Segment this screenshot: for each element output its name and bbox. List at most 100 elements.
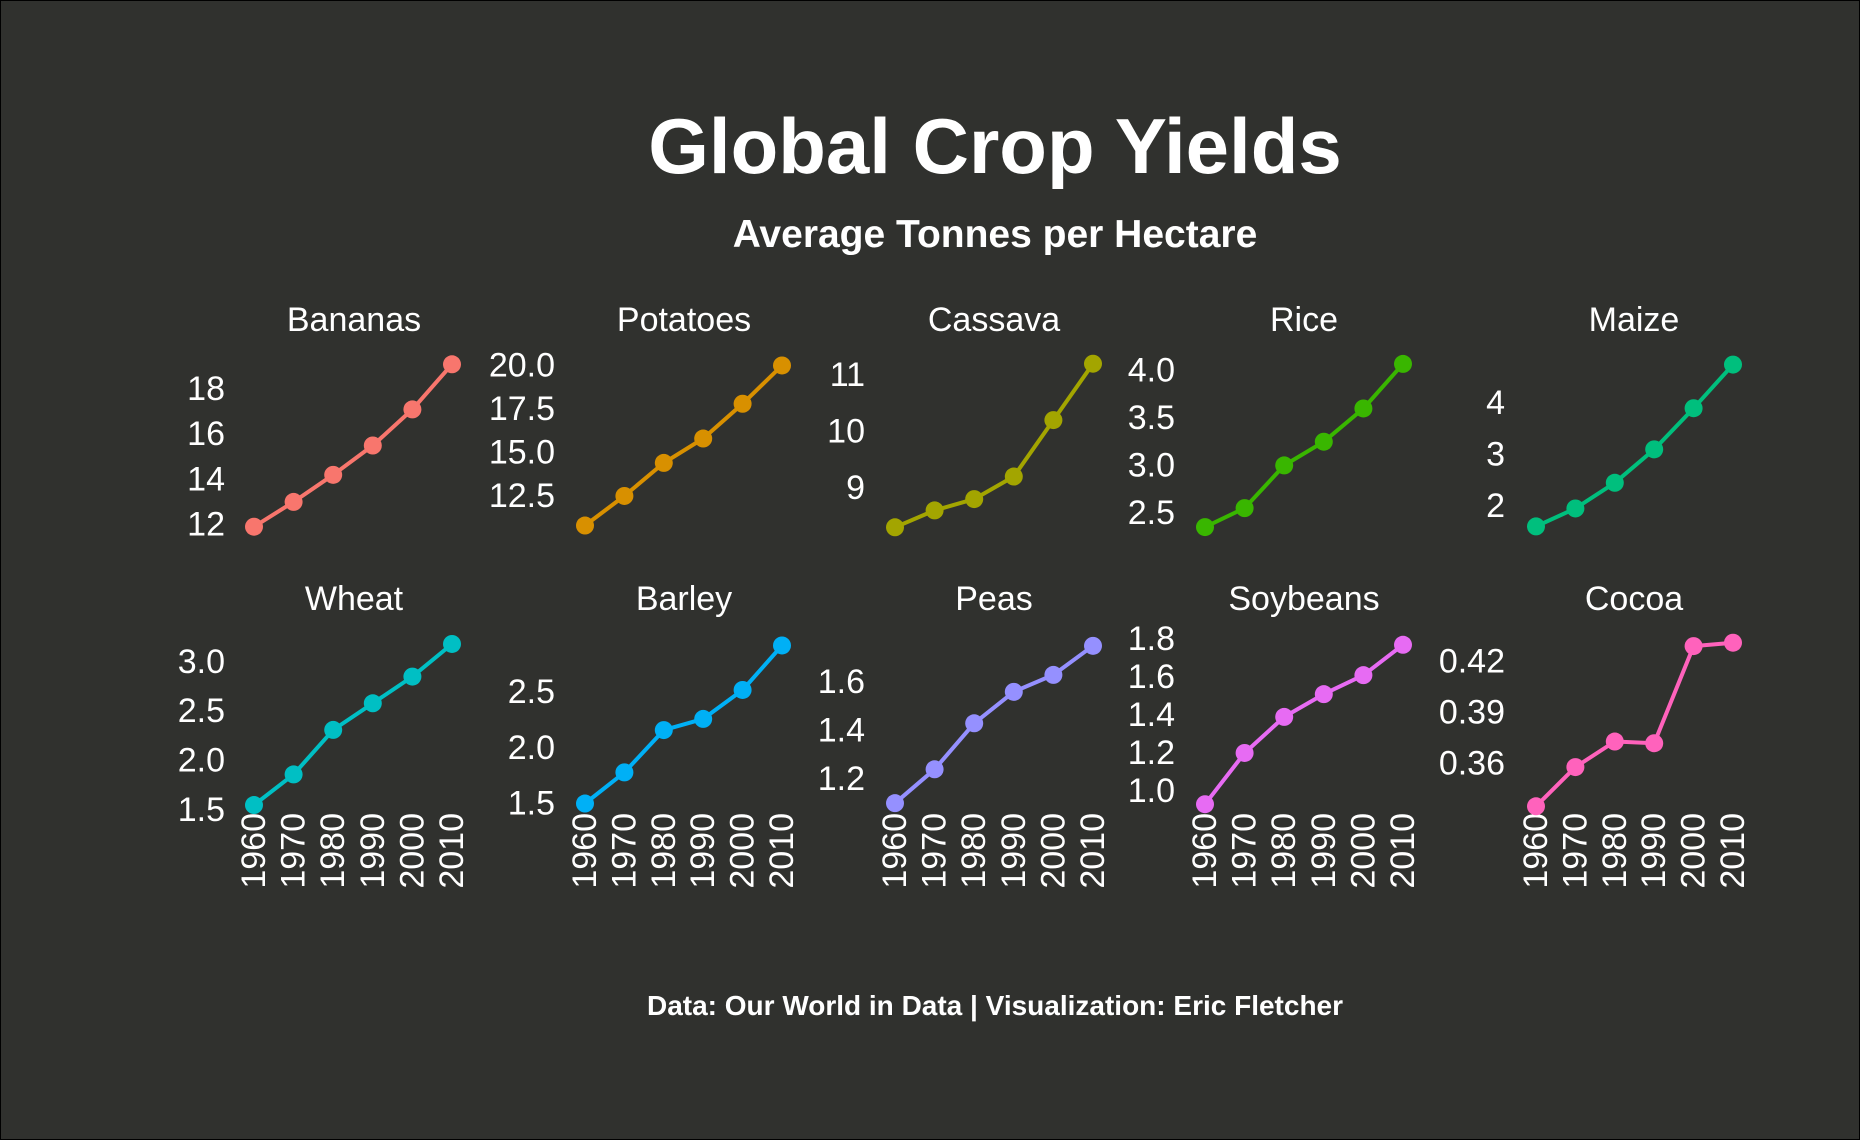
data-point (1527, 797, 1545, 816)
panel-title-wheat: Wheat (305, 580, 404, 618)
y-tick-label: 10 (827, 412, 865, 450)
series-line-rice (1204, 362, 1405, 529)
data-point (1235, 499, 1254, 518)
data-point (1724, 355, 1742, 374)
data-point (654, 721, 673, 740)
panel-title-soybeans: Soybeans (1228, 580, 1379, 618)
panel-title-cocoa: Cocoa (1585, 580, 1683, 618)
x-tick-label: 2000 (393, 813, 431, 889)
data-point (284, 765, 303, 784)
y-tick-label: 16 (187, 415, 225, 453)
data-point (576, 516, 594, 535)
y-tick-label: 11 (830, 356, 865, 394)
y-tick-label: 1.2 (1128, 734, 1175, 772)
y-tick-label: 1.4 (1128, 696, 1175, 734)
data-point (1196, 795, 1214, 814)
panel-title-potatoes: Potatoes (617, 301, 751, 339)
x-tick-label: 1960 (235, 813, 273, 889)
x-tick-label: 1990 (684, 813, 722, 889)
panel-title-peas: Peas (955, 580, 1033, 618)
data-point (1684, 399, 1703, 418)
data-point (694, 429, 713, 448)
x-tick-label: 2000 (1675, 813, 1713, 889)
data-point (925, 760, 944, 779)
data-point (615, 763, 634, 782)
panel-maize: Maize 2 3 4 (1486, 301, 1742, 536)
y-tick-label: 4.0 (1128, 352, 1175, 390)
data-point (1084, 354, 1102, 373)
x-tick-label: 1980 (645, 813, 683, 889)
x-tick-label: 1990 (1635, 813, 1673, 889)
data-point (363, 436, 382, 455)
x-tick-label: 1970 (1226, 813, 1264, 889)
y-tick-label: 1.6 (1128, 658, 1175, 696)
series-line-soybeans (1203, 643, 1405, 806)
data-point (1645, 440, 1664, 459)
data-point (245, 517, 263, 536)
panel-title-cassava: Cassava (928, 301, 1060, 339)
panel-title-rice: Rice (1270, 301, 1338, 339)
panel-peas: Peas 1.2 1.4 1.6 1960 1970 1980 1990 2000 2010 (818, 580, 1112, 889)
data-point (1004, 467, 1023, 486)
data-point (733, 394, 752, 413)
x-tick-label: 1990 (354, 813, 392, 889)
data-point (363, 694, 382, 713)
data-point (576, 794, 594, 813)
y-tick-label: 0.42 (1439, 642, 1505, 680)
series-line-cocoa (1534, 640, 1734, 808)
y-tick-label: 9 (846, 469, 865, 507)
data-point (1394, 635, 1412, 654)
x-tick-label: 1980 (1265, 813, 1303, 889)
y-tick-label: 12 (187, 505, 225, 543)
x-tick-label: 1970 (275, 813, 313, 889)
data-point (773, 356, 791, 375)
y-tick-label: 18 (187, 370, 225, 408)
y-tick-label: 14 (187, 460, 225, 498)
data-point (1354, 666, 1373, 685)
series-line-potatoes (583, 364, 784, 528)
y-tick-label: 3.0 (178, 643, 225, 681)
x-tick-label: 2010 (763, 813, 801, 889)
data-point (1724, 633, 1742, 652)
y-tick-label: 2.0 (508, 729, 555, 767)
data-point (1566, 758, 1585, 777)
x-tick-label: 2000 (1034, 813, 1072, 889)
x-tick-label: 1970 (1556, 813, 1594, 889)
data-point (1645, 734, 1664, 753)
y-tick-label: 2.5 (508, 673, 555, 711)
y-tick-label: 1.8 (1128, 620, 1175, 658)
y-tick-label: 1.5 (508, 785, 555, 823)
y-tick-label: 3.5 (1128, 399, 1175, 437)
x-tick-label: 1960 (1517, 813, 1555, 889)
chart-subtitle: Average Tonnes per Hectare (733, 213, 1258, 256)
x-tick-label: 2010 (433, 813, 471, 889)
y-tick-label: 4 (1486, 384, 1505, 422)
panel-wheat: Wheat 1.5 2.0 2.5 3.0 1960 1970 1980 1990 2000 201… (178, 580, 471, 889)
data-point (245, 796, 263, 815)
panel-barley: Barley 1.5 2.0 2.5 1960 1970 1980 1990 2000 2010 (508, 580, 801, 889)
chart-caption: Data: Our World in Data | Visualization:… (647, 990, 1343, 1021)
series-line-wheat (252, 642, 454, 807)
y-tick-label: 15.0 (489, 433, 555, 471)
y-tick-label: 0.36 (1439, 745, 1505, 783)
y-tick-label: 2 (1486, 487, 1505, 525)
x-tick-label: 2010 (1074, 813, 1112, 889)
data-point (1605, 732, 1624, 751)
panel-bananas: Bananas 12 14 16 18 (187, 301, 461, 543)
series-line-peas (893, 644, 1095, 805)
x-tick-label: 2010 (1714, 813, 1752, 889)
data-point (1044, 665, 1063, 684)
data-point (1394, 354, 1412, 373)
data-point (403, 667, 422, 686)
x-tick-label: 2010 (1384, 813, 1422, 889)
data-point (886, 518, 904, 537)
y-tick-label: 3.0 (1128, 446, 1175, 484)
data-point (1004, 682, 1023, 701)
x-tick-label: 1990 (995, 813, 1033, 889)
data-point (443, 634, 461, 653)
x-tick-label: 1960 (876, 813, 914, 889)
small-multiples-panels: Bananas 12 14 16 18 Potatoes 12.5 15.0 17.5 20.0 C… (178, 301, 1752, 889)
x-tick-label: 1980 (955, 813, 993, 889)
data-point (1235, 743, 1254, 762)
